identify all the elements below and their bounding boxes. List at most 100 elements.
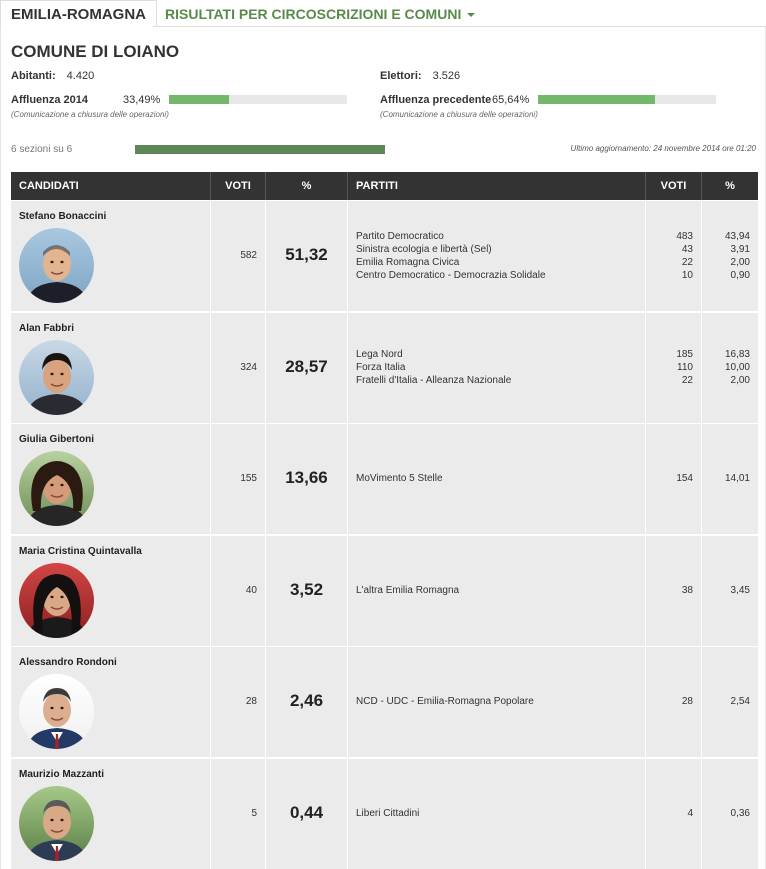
party-name: MoVimento 5 Stelle (356, 473, 443, 484)
affluenza-bar-fill (169, 95, 229, 104)
party-list: Lega Nord Forza Italia Fratelli d'Italia -… (356, 348, 511, 387)
candidate-pct: 3,52 (289, 580, 324, 599)
party-votes-cell: 38 (645, 536, 701, 646)
abitanti-value: 4.420 (66, 70, 95, 82)
candidate-votes-cell: 5 (210, 759, 265, 869)
party-pct-cell: 0,36 (701, 759, 758, 869)
party-votes: 110 (677, 362, 693, 373)
elettori-label: Elettori: (380, 70, 422, 82)
table-row: Maria Cristina Quintavalla 40 3,52 L'alt… (11, 536, 758, 647)
candidate-pct: 28,57 (285, 357, 328, 376)
th-pct: % (265, 172, 347, 200)
party-votes-cell: 28 (645, 647, 701, 757)
party-pct: 2,00 (730, 257, 750, 268)
candidate-cell: Maurizio Mazzanti (11, 759, 210, 869)
party-votes: 483 (676, 231, 693, 242)
party-votes-cell: 4 (645, 759, 701, 869)
candidate-votes-cell: 582 (210, 201, 265, 311)
affluenza: Affluenza 2014 (11, 94, 88, 106)
party-pct-cell: 3,45 (701, 536, 758, 646)
party-pct-cell: 2,54 (701, 647, 758, 757)
table-row: Alan Fabbri 324 28,57 Lega Nord Forza Ita… (11, 313, 758, 424)
party-pct: 43,94 (724, 231, 750, 242)
party-pct-list: 2,54 (731, 695, 750, 708)
th-voti: VOTI (210, 172, 265, 200)
table-row: Alessandro Rondoni 28 2,46 NCD - UDC - E… (11, 647, 758, 758)
tab-region[interactable]: EMILIA-ROMAGNA (0, 0, 157, 27)
party-list: Liberi Cittadini (356, 807, 419, 820)
candidate-name: Maria Cristina Quintavalla (19, 546, 142, 557)
party-name: L'altra Emilia Romagna (356, 585, 460, 596)
party-votes: 4 (687, 808, 693, 819)
candidate-votes-cell: 155 (210, 424, 265, 534)
candidate-cell: Maria Cristina Quintavalla (11, 536, 210, 646)
th-candidati: CANDIDATI (19, 180, 79, 192)
affluenza-prec-value: 65,64% (492, 94, 530, 106)
candidate-pct: 51,32 (285, 245, 328, 264)
candidate-avatar (19, 228, 94, 303)
party-pct: 10,00 (724, 362, 750, 373)
candidate-name: Maurizio Mazzanti (19, 769, 105, 780)
candidate-votes: 40 (245, 585, 257, 596)
candidate-pct-cell: 0,44 (265, 759, 347, 869)
party-votes: 28 (681, 696, 693, 707)
parties-cell: NCD - UDC - Emilia-Romagna Popolare (347, 647, 645, 757)
party-votes: 22 (681, 375, 693, 386)
affluenza-prec-bar (538, 95, 716, 104)
abitanti-label: Abitanti: (11, 70, 56, 82)
page-title: COMUNE DI LOIANO (11, 42, 180, 61)
table-header: CANDIDATI VOTI % PARTITI VOTI % (11, 172, 758, 200)
sezioni-label: 6 sezioni su 6 (11, 144, 73, 155)
party-pct: 16,83 (724, 349, 750, 360)
parties-cell: Partito Democratico Sinistra ecologia e l… (347, 201, 645, 311)
candidate-cell: Alan Fabbri (11, 313, 210, 423)
party-pct: 2,00 (730, 375, 750, 386)
candidate-pct-cell: 28,57 (265, 313, 347, 423)
party-votes-cell: 154 (645, 424, 701, 534)
affluenza-note: (Comunicazione a chiusura delle operazio… (11, 110, 169, 119)
table-row: Giulia Gibertoni 155 13,66 MoVimento 5 S… (11, 424, 758, 535)
parties-cell: Lega Nord Forza Italia Fratelli d'Italia -… (347, 313, 645, 423)
nav-divider (153, 26, 766, 27)
affluenza-bar (169, 95, 347, 104)
party-votes-list: 38 (682, 584, 693, 597)
candidate-avatar (19, 451, 94, 526)
candidate-votes: 5 (251, 808, 257, 819)
candidate-pct-cell: 3,52 (265, 536, 347, 646)
party-pct-cell: 14,01 (701, 424, 758, 534)
party-votes-cell: 483 43 22 10 (645, 201, 701, 311)
affluenza-prec-label: Affluenza precedente (380, 94, 492, 106)
party-votes: 10 (681, 270, 693, 281)
party-list: Partito Democratico Sinistra ecologia e l… (356, 230, 546, 282)
party-pct: 3,45 (730, 585, 750, 596)
party-pct-list: 0,36 (731, 807, 750, 820)
last-update: Ultimo aggiornamento: 24 novembre 2014 o… (570, 144, 756, 153)
th-pct-partiti: % (701, 172, 758, 200)
candidate-avatar (19, 786, 94, 861)
candidate-avatar (19, 563, 94, 638)
party-pct-list: 3,45 (731, 584, 750, 597)
abitanti: Abitanti: 4.420 (11, 70, 94, 82)
parties-cell: L'altra Emilia Romagna (347, 536, 645, 646)
candidate-pct: 0,44 (289, 803, 324, 822)
results-dropdown[interactable]: RISULTATI PER CIRCOSCRIZIONI E COMUNI (157, 0, 483, 27)
candidate-cell: Giulia Gibertoni (11, 424, 210, 534)
chevron-down-icon (467, 12, 476, 17)
party-list: NCD - UDC - Emilia-Romagna Popolare (356, 695, 534, 708)
party-name: Liberi Cittadini (356, 808, 420, 819)
table-row: Maurizio Mazzanti 5 0,44 Liberi Cittadin… (11, 759, 758, 869)
party-votes-cell: 185 110 22 (645, 313, 701, 423)
party-name: Emilia Romagna Civica (356, 257, 460, 268)
candidate-name: Giulia Gibertoni (19, 434, 95, 445)
party-name: Lega Nord (356, 349, 403, 360)
th-voti-partiti: VOTI (645, 172, 701, 200)
candidate-cell: Alessandro Rondoni (11, 647, 210, 757)
elettori-value: 3.526 (432, 70, 461, 82)
party-pct-cell: 43,94 3,91 2,00 0,90 (701, 201, 758, 311)
candidate-pct: 13,66 (285, 468, 328, 487)
candidate-name: Alessandro Rondoni (19, 657, 117, 668)
party-pct: 3,91 (730, 244, 750, 255)
party-votes: 154 (676, 473, 693, 484)
sezioni-progress-bar (135, 145, 385, 154)
affluenza-prec-bar-fill (538, 95, 655, 104)
